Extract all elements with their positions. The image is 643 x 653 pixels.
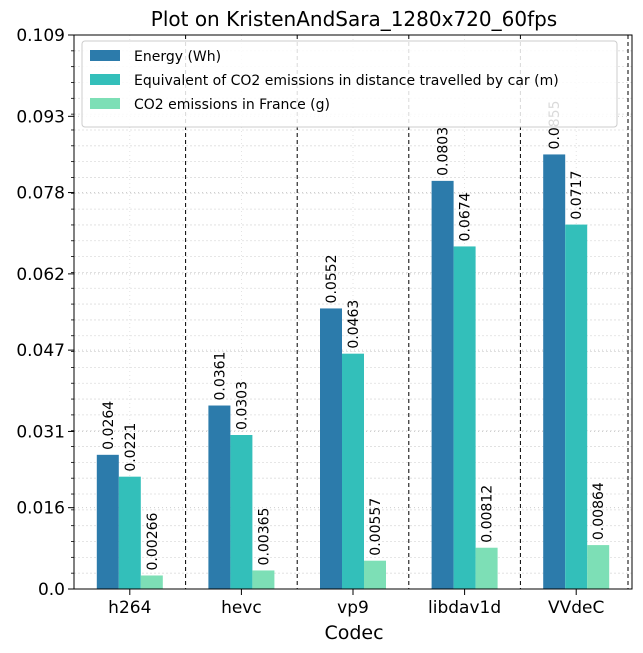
data-label: 0.00266 (145, 512, 161, 570)
bar (453, 246, 476, 589)
data-label: 0.00557 (368, 498, 384, 556)
legend-label: CO2 emissions in France (g) (134, 97, 330, 113)
x-tick-label: h264 (108, 598, 151, 618)
legend-swatch (90, 74, 120, 85)
data-label: 0.0803 (436, 127, 452, 176)
bar (230, 434, 253, 589)
data-label: 0.0221 (123, 423, 139, 472)
x-axis-ticks: h264 hevc vp9 libdav1d VVdeC (108, 589, 604, 618)
data-label: 0.0552 (324, 254, 340, 303)
data-label: 0.0717 (569, 171, 585, 220)
data-label: 0.00864 (591, 482, 607, 540)
legend-label: Energy (Wh) (134, 49, 221, 65)
bar (475, 547, 498, 589)
legend-box (81, 40, 618, 128)
bar (431, 180, 454, 589)
y-tick-label: 0.0 (38, 580, 65, 600)
y-tick-label: 0.078 (16, 184, 65, 204)
bar (252, 570, 275, 589)
x-tick-label: VVdeC (548, 598, 604, 618)
chart-title: Plot on KristenAndSara_1280x720_60fps (151, 7, 557, 31)
bar (565, 224, 588, 589)
x-tick-label: vp9 (337, 598, 369, 618)
legend-swatch (90, 98, 120, 109)
x-tick-label: libdav1d (428, 598, 501, 618)
y-tick-label: 0.047 (16, 341, 65, 361)
y-tick-label: 0.031 (16, 422, 65, 442)
legend: Energy (Wh) Equivalent of CO2 emissions i… (81, 40, 618, 128)
bars (96, 154, 610, 589)
legend-label: Equivalent of CO2 emissions in distance … (134, 73, 559, 89)
data-labels: 0.0264 0.0221 0.00266 0.0361 0.0303 0.00365 0.… (101, 100, 607, 570)
bar (140, 575, 163, 589)
bar (118, 476, 141, 589)
legend-swatch (90, 50, 120, 61)
bar (342, 353, 364, 589)
x-axis-label: Codec (324, 622, 383, 644)
data-label: 0.00365 (256, 508, 272, 566)
bar (208, 405, 231, 589)
bar (543, 154, 566, 589)
y-tick-label: 0.109 (16, 26, 65, 46)
x-tick-label: hevc (221, 598, 262, 618)
data-label: 0.0303 (234, 381, 250, 430)
data-label: 0.0463 (346, 300, 362, 349)
data-label: 0.00812 (480, 485, 496, 543)
data-label: 0.0264 (101, 401, 117, 450)
y-tick-label: 0.093 (16, 107, 65, 127)
data-label: 0.0361 (212, 352, 228, 401)
bar (364, 560, 386, 589)
y-tick-label: 0.062 (16, 265, 65, 285)
y-axis-ticks: 0.0 0.016 0.031 0.047 0.062 0.078 0.093 0.109 (16, 26, 74, 600)
y-tick-label: 0.016 (16, 499, 65, 519)
bar (320, 308, 342, 589)
data-label: 0.0674 (458, 192, 474, 241)
bar (96, 454, 119, 589)
bar (587, 545, 610, 589)
